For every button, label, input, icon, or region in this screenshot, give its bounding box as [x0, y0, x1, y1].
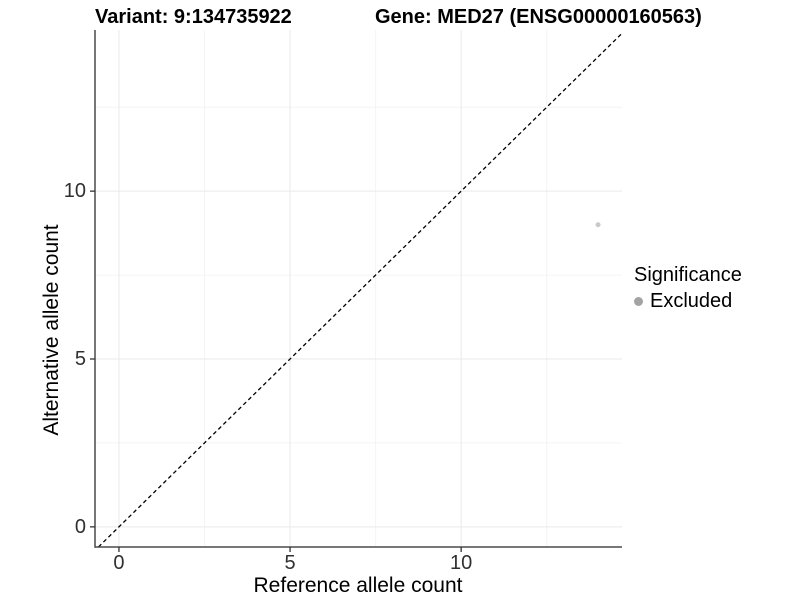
x-tick-label: 0: [113, 552, 125, 574]
gene-title: Gene: MED27 (ENSG00000160563): [375, 6, 702, 28]
y-tick-label: 5: [74, 348, 86, 370]
legend-title: Significance: [634, 264, 742, 286]
y-tick-label: 10: [63, 180, 86, 203]
legend-key-dot-icon: [634, 297, 643, 306]
x-tick-label: 5: [284, 552, 296, 574]
y-tick-label: 0: [74, 515, 86, 538]
identity-reference-line: [97, 32, 623, 548]
legend-item-excluded: Excluded: [634, 290, 742, 313]
variant-title: Variant: 9:134735922: [95, 6, 292, 28]
x-axis-title: Reference allele count: [253, 574, 463, 597]
x-tick-label: 10: [450, 552, 473, 574]
legend-item-label: Excluded: [650, 290, 733, 312]
legend: Significance Excluded: [634, 264, 742, 313]
data-point: [595, 222, 601, 228]
y-axis-title: Alternative allele count: [40, 224, 63, 436]
